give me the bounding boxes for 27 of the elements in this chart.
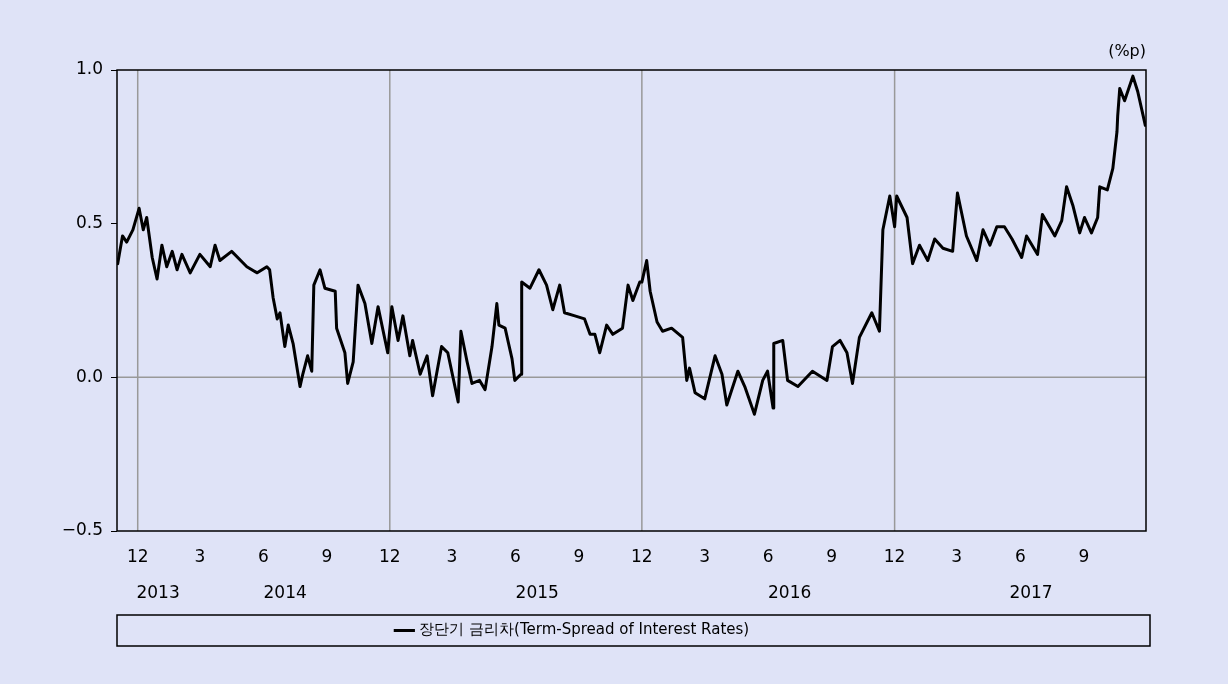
- x-tick-label: 9: [826, 545, 838, 566]
- x-tick-label: 12: [126, 545, 149, 566]
- x-tick-label: 12: [631, 545, 653, 566]
- x-tick-label: 9: [1078, 545, 1090, 566]
- x-tick-label: 12: [883, 545, 906, 566]
- y-tick-label: 0.0: [75, 365, 103, 386]
- x-tick-label: 9: [321, 545, 333, 566]
- text: 2013: [136, 582, 180, 603]
- y-tick-label: 0.5: [75, 212, 103, 233]
- y-tick-label: 1.0: [75, 58, 103, 79]
- y-tick-label: −0.5: [61, 519, 103, 540]
- text: 2017: [1009, 582, 1053, 603]
- x-tick-label: 3: [194, 545, 206, 566]
- text: 2014: [263, 582, 307, 603]
- x-tick-label: 3: [951, 545, 963, 566]
- x-tick-label: 6: [510, 545, 521, 566]
- x-tick-label: 3: [699, 545, 711, 566]
- text: 2016: [768, 582, 812, 603]
- x-tick-label: 12: [378, 545, 401, 566]
- x-tick-label: 3: [446, 545, 458, 566]
- x-tick-label: 6: [1014, 545, 1026, 566]
- x-tick-label: 9: [573, 545, 585, 566]
- legend-label: 장단기 금리차(Term-Spread of Interest Rates): [419, 620, 750, 639]
- text: 2015: [515, 582, 559, 603]
- x-tick-label: 6: [762, 545, 774, 566]
- x-tick-label: 6: [257, 545, 269, 566]
- y-axis-title: (%p): [1108, 41, 1146, 61]
